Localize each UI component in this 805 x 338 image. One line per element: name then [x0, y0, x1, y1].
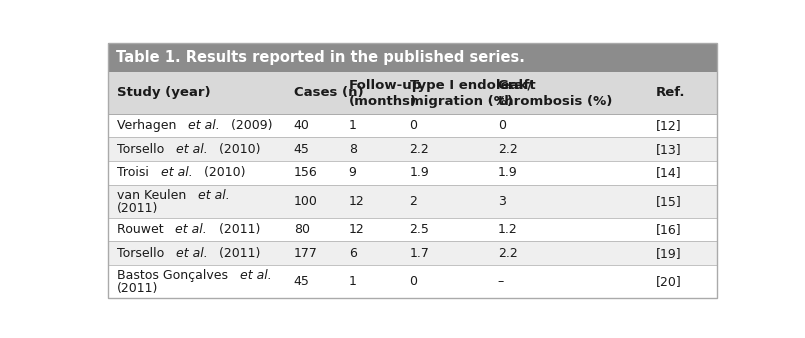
Text: 45: 45 — [294, 143, 310, 155]
Text: 177: 177 — [294, 247, 318, 260]
Bar — [108, 43, 717, 72]
Text: Cases (n): Cases (n) — [294, 86, 363, 99]
Text: 1.9: 1.9 — [410, 166, 429, 179]
Text: Type I endoleak/: Type I endoleak/ — [410, 79, 532, 92]
Text: [20]: [20] — [656, 275, 682, 288]
Text: 2.2: 2.2 — [497, 143, 518, 155]
Bar — [108, 218, 717, 241]
Text: et al.: et al. — [175, 223, 207, 236]
Text: Torsello: Torsello — [118, 143, 168, 155]
Text: migration (%): migration (%) — [410, 95, 513, 108]
Text: 1: 1 — [349, 119, 357, 132]
Text: (2010): (2010) — [200, 166, 246, 179]
Text: Torsello: Torsello — [118, 247, 168, 260]
Text: 2.2: 2.2 — [410, 143, 429, 155]
Text: et al.: et al. — [161, 166, 192, 179]
Text: 1.2: 1.2 — [497, 223, 518, 236]
Text: et al.: et al. — [188, 119, 220, 132]
Text: (2011): (2011) — [118, 202, 159, 215]
Text: van Keulen: van Keulen — [118, 189, 191, 202]
Text: 12: 12 — [349, 223, 365, 236]
Text: 2.5: 2.5 — [410, 223, 429, 236]
Text: 45: 45 — [294, 275, 310, 288]
Text: et al.: et al. — [198, 189, 229, 202]
Text: et al.: et al. — [176, 143, 208, 155]
Text: Troisi: Troisi — [118, 166, 153, 179]
Text: et al.: et al. — [176, 247, 208, 260]
Text: [15]: [15] — [656, 195, 682, 208]
Text: Rouwet: Rouwet — [118, 223, 168, 236]
Bar — [108, 137, 717, 161]
Text: [16]: [16] — [656, 223, 682, 236]
Text: Table 1. Results reported in the published series.: Table 1. Results reported in the publish… — [116, 50, 525, 65]
Bar — [108, 241, 717, 265]
Text: [12]: [12] — [656, 119, 682, 132]
Text: 9: 9 — [349, 166, 357, 179]
Bar — [108, 265, 717, 298]
Text: 1: 1 — [349, 275, 357, 288]
Text: (2010): (2010) — [215, 143, 261, 155]
Bar — [108, 114, 717, 137]
Bar — [108, 185, 717, 218]
Text: [13]: [13] — [656, 143, 682, 155]
Text: (2009): (2009) — [227, 119, 273, 132]
Text: thrombosis (%): thrombosis (%) — [497, 95, 612, 108]
Text: [14]: [14] — [656, 166, 682, 179]
Text: –: – — [497, 275, 504, 288]
Text: et al.: et al. — [240, 269, 271, 282]
Bar — [108, 161, 717, 185]
Text: 12: 12 — [349, 195, 365, 208]
Text: Follow-up: Follow-up — [349, 79, 422, 92]
Text: (2011): (2011) — [215, 223, 260, 236]
Text: 40: 40 — [294, 119, 310, 132]
Text: 3: 3 — [497, 195, 506, 208]
Text: 156: 156 — [294, 166, 318, 179]
Text: 0: 0 — [410, 275, 418, 288]
Text: Ref.: Ref. — [656, 86, 686, 99]
Text: 1.9: 1.9 — [497, 166, 518, 179]
Text: 80: 80 — [294, 223, 310, 236]
Text: Study (year): Study (year) — [118, 86, 211, 99]
Text: Bastos Gonçalves: Bastos Gonçalves — [118, 269, 233, 282]
Text: 0: 0 — [410, 119, 418, 132]
Text: 1.7: 1.7 — [410, 247, 429, 260]
Bar — [108, 72, 717, 114]
Text: 2.2: 2.2 — [497, 247, 518, 260]
Text: 2: 2 — [410, 195, 418, 208]
Text: [19]: [19] — [656, 247, 682, 260]
Text: (months): (months) — [349, 95, 417, 108]
Text: 0: 0 — [497, 119, 506, 132]
Text: Graft: Graft — [497, 79, 536, 92]
Text: (2011): (2011) — [118, 283, 159, 295]
Text: Verhagen: Verhagen — [118, 119, 180, 132]
Text: 8: 8 — [349, 143, 357, 155]
Text: (2011): (2011) — [215, 247, 261, 260]
Text: 100: 100 — [294, 195, 318, 208]
Text: 6: 6 — [349, 247, 357, 260]
